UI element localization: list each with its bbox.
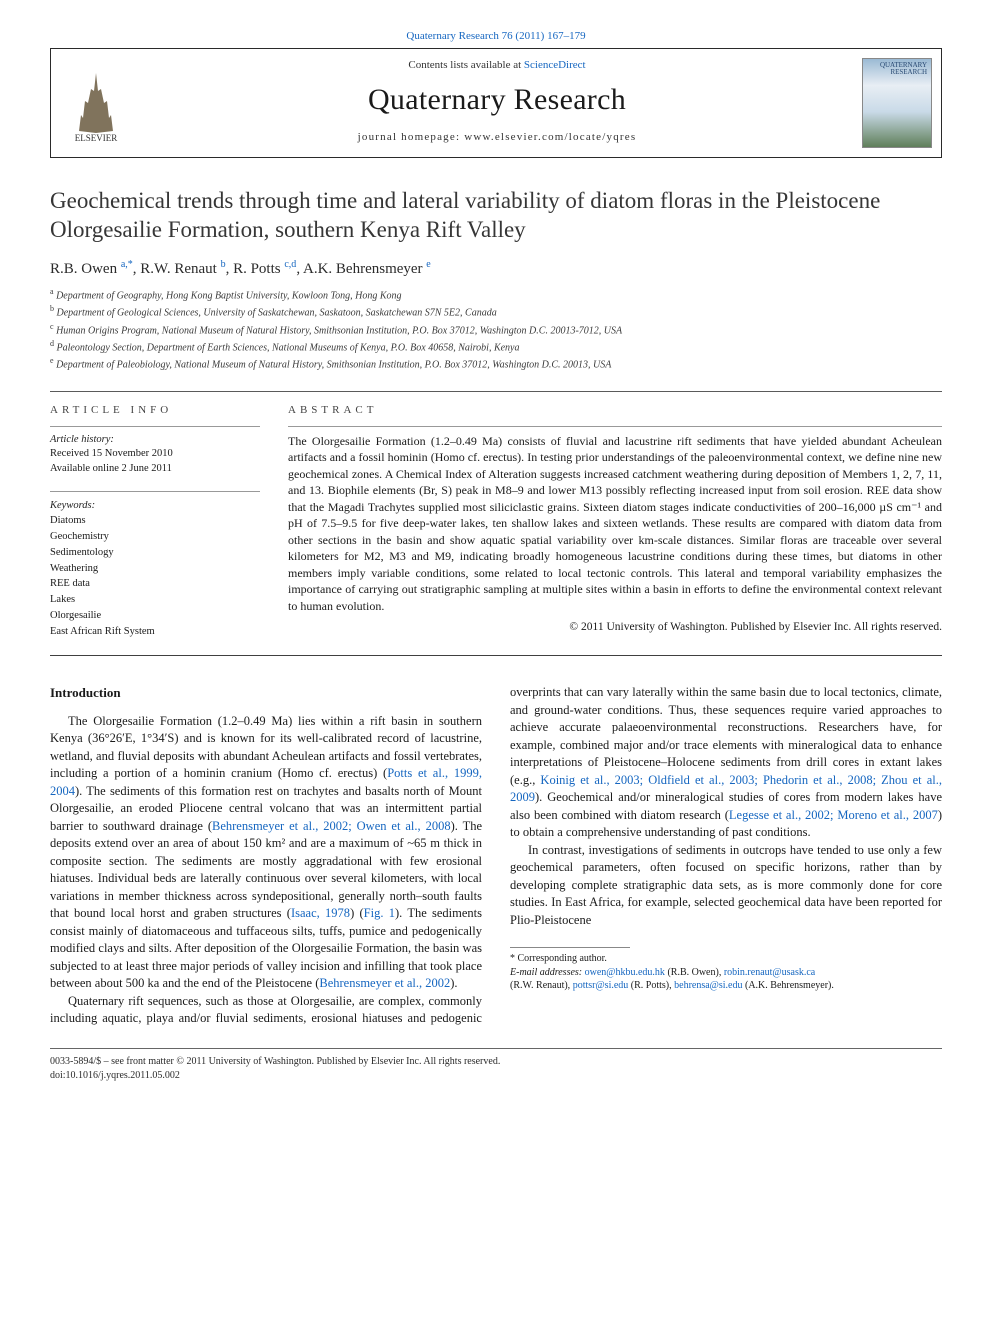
- email-label: E-mail addresses:: [510, 967, 585, 978]
- homepage-prefix: journal homepage:: [358, 131, 465, 143]
- author-1: R.B. Owen a,*: [50, 261, 133, 277]
- abstract-heading: abstract: [288, 404, 942, 416]
- cite-isaac-1978[interactable]: Isaac, 1978: [291, 906, 350, 920]
- footer-bar: 0033-5894/$ – see front matter © 2011 Un…: [50, 1048, 942, 1083]
- cover-title: QUATERNARY RESEARCH: [863, 62, 927, 76]
- keyword-3: Weathering: [50, 561, 260, 577]
- intro-heading: Introduction: [50, 684, 482, 702]
- rule-below-abstract: [50, 655, 942, 656]
- rule-above-info: [50, 391, 942, 392]
- author-2-affil[interactable]: b: [221, 259, 226, 270]
- front-matter-line: 0033-5894/$ – see front matter © 2011 Un…: [50, 1055, 942, 1069]
- fig-1-link[interactable]: Fig. 1: [364, 906, 395, 920]
- online-date: Available online 2 June 2011: [50, 462, 260, 477]
- article-title: Geochemical trends through time and late…: [50, 186, 942, 245]
- keyword-7: East African Rift System: [50, 624, 260, 640]
- keyword-1: Geochemistry: [50, 529, 260, 545]
- journal-homepage-line: journal homepage: www.elsevier.com/locat…: [151, 131, 843, 143]
- abstract-copyright: © 2011 University of Washington. Publish…: [288, 621, 942, 633]
- article-history: Article history: Received 15 November 20…: [50, 433, 260, 477]
- email-addresses: E-mail addresses: owen@hkbu.edu.hk (R.B.…: [510, 966, 942, 993]
- contents-available-line: Contents lists available at ScienceDirec…: [151, 59, 843, 71]
- footnote-separator: [510, 947, 630, 948]
- affil-c: Human Origins Program, National Museum o…: [56, 325, 622, 336]
- keyword-2: Sedimentology: [50, 545, 260, 561]
- rule-mini-2: [50, 491, 260, 492]
- affil-sup-d: d: [50, 339, 54, 348]
- abstract-text: The Olorgesailie Formation (1.2–0.49 Ma)…: [288, 433, 942, 615]
- author-1-affil[interactable]: a,*: [121, 259, 133, 270]
- cite-behrensmeyer-2002b[interactable]: Behrensmeyer et al., 2002: [319, 976, 450, 990]
- journal-cover: QUATERNARY RESEARCH: [853, 49, 941, 157]
- affiliations: a Department of Geography, Hong Kong Bap…: [50, 286, 942, 373]
- affil-sup-b: b: [50, 304, 54, 313]
- cite-behrensmeyer-2002[interactable]: Behrensmeyer et al., 2002; Owen et al., …: [212, 819, 451, 833]
- elsevier-logo: ELSEVIER: [51, 49, 141, 157]
- rule-mini-3: [288, 426, 942, 427]
- keyword-4: REE data: [50, 576, 260, 592]
- keyword-6: Olorgesailie: [50, 608, 260, 624]
- doi-line: doi:10.1016/j.yqres.2011.05.002: [50, 1069, 942, 1083]
- authors-line: R.B. Owen a,*, R.W. Renaut b, R. Potts c…: [50, 259, 942, 278]
- affil-sup-c: c: [50, 322, 54, 331]
- article-info-heading: article info: [50, 404, 260, 416]
- footnotes: * Corresponding author. E-mail addresses…: [510, 952, 942, 993]
- journal-name: Quaternary Research: [151, 83, 843, 117]
- author-4: A.K. Behrensmeyer e: [303, 261, 431, 277]
- body-text: Introduction The Olorgesailie Formation …: [50, 684, 942, 1027]
- author-3-affil[interactable]: c,d: [284, 259, 296, 270]
- history-label: Article history:: [50, 433, 260, 448]
- homepage-url[interactable]: www.elsevier.com/locate/yqres: [464, 131, 636, 143]
- email-potts[interactable]: pottsr@si.edu: [573, 980, 629, 991]
- affil-e: Department of Paleobiology, National Mus…: [56, 360, 611, 371]
- keywords-label: Keywords:: [50, 498, 260, 514]
- rule-mini-1: [50, 426, 260, 427]
- affil-b: Department of Geological Sciences, Unive…: [57, 308, 497, 319]
- author-4-affil[interactable]: e: [426, 259, 430, 270]
- keywords-block: Keywords: Diatoms Geochemistry Sedimento…: [50, 498, 260, 640]
- corresponding-author-note: * Corresponding author.: [510, 952, 942, 966]
- svg-text:ELSEVIER: ELSEVIER: [75, 133, 118, 143]
- sciencedirect-link[interactable]: ScienceDirect: [524, 59, 586, 71]
- received-date: Received 15 November 2010: [50, 447, 260, 462]
- journal-citation[interactable]: Quaternary Research 76 (2011) 167–179: [50, 30, 942, 42]
- author-3: R. Potts c,d: [233, 261, 296, 277]
- affil-sup-a: a: [50, 287, 54, 296]
- email-renaut[interactable]: robin.renaut@usask.ca: [724, 967, 815, 978]
- journal-header: ELSEVIER Contents lists available at Sci…: [50, 48, 942, 158]
- keyword-5: Lakes: [50, 592, 260, 608]
- author-2: R.W. Renaut b: [140, 261, 225, 277]
- affil-a: Department of Geography, Hong Kong Bapti…: [56, 290, 401, 301]
- affil-sup-e: e: [50, 356, 54, 365]
- intro-para-3: In contrast, investigations of sediments…: [510, 842, 942, 930]
- intro-para-1: The Olorgesailie Formation (1.2–0.49 Ma)…: [50, 713, 482, 993]
- email-owen[interactable]: owen@hkbu.edu.hk: [585, 967, 665, 978]
- keyword-0: Diatoms: [50, 513, 260, 529]
- contents-prefix: Contents lists available at: [408, 59, 523, 71]
- cite-legesse-2002[interactable]: Legesse et al., 2002; Moreno et al., 200…: [729, 808, 938, 822]
- affil-d: Paleontology Section, Department of Eart…: [57, 342, 520, 353]
- email-behrensmeyer[interactable]: behrensa@si.edu: [674, 980, 742, 991]
